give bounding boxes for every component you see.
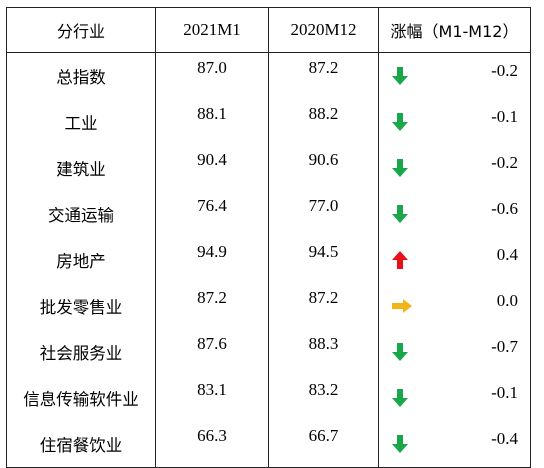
table-row: 工业 88.1 88.2 -0.1 [6,99,531,145]
change-cell: -0.2 [378,145,531,191]
table-container: 分行业 2021M1 2020M12 涨幅（M1-M12） 总指数 87.0 87.… [6,7,531,468]
header-current-period: 2021M1 [155,7,269,53]
down-arrow-icon [392,113,408,131]
table-row: 批发零售业 87.2 87.2 0.0 [6,283,531,329]
industry-name: 社会服务业 [6,329,156,375]
down-arrow-icon [392,159,408,177]
industry-name: 批发零售业 [6,283,156,329]
header-industry: 分行业 [6,7,156,53]
previous-value: 83.2 [268,375,379,421]
table-row: 建筑业 90.4 90.6 -0.2 [6,145,531,191]
previous-value: 88.3 [268,329,379,375]
change-value: 0.0 [496,291,518,310]
current-value: 66.3 [155,421,269,468]
change-value: -0.1 [491,107,518,126]
table-row: 住宿餐饮业 66.3 66.7 -0.4 [6,421,531,468]
current-value: 90.4 [155,145,269,191]
current-value: 88.1 [155,99,269,145]
industry-name: 总指数 [6,52,156,99]
previous-value: 90.6 [268,145,379,191]
change-value: -0.4 [491,429,518,448]
down-arrow-icon [392,435,408,453]
down-arrow-icon [392,67,408,85]
change-value: 0.4 [496,245,518,264]
table-row: 信息传输软件业 83.1 83.2 -0.1 [6,375,531,421]
header-change: 涨幅（M1-M12） [378,7,531,53]
previous-value: 94.5 [268,237,379,283]
change-value: -0.7 [491,337,518,356]
table-row: 社会服务业 87.6 88.3 -0.7 [6,329,531,375]
previous-value: 87.2 [268,283,379,329]
previous-value: 66.7 [268,421,379,468]
industry-name: 建筑业 [6,145,156,191]
change-cell: -0.4 [378,421,531,468]
change-value: -0.2 [491,153,518,172]
industry-name: 工业 [6,99,156,145]
current-value: 76.4 [155,191,269,237]
industry-name: 住宿餐饮业 [6,421,156,468]
up-arrow-icon [392,251,408,269]
header-previous-period: 2020M12 [268,7,379,53]
current-value: 87.0 [155,52,269,99]
table-body: 总指数 87.0 87.2 -0.2 工业 88.1 88.2 -0.1 建筑业 90.4 90.6… [6,52,531,468]
industry-index-table: 分行业 2021M1 2020M12 涨幅（M1-M12） 总指数 87.0 87.… [6,7,531,468]
down-arrow-icon [392,389,408,407]
current-value: 94.9 [155,237,269,283]
change-cell: -0.6 [378,191,531,237]
change-value: -0.1 [491,383,518,402]
table-header-row: 分行业 2021M1 2020M12 涨幅（M1-M12） [6,7,531,53]
table-row: 交通运输 76.4 77.0 -0.6 [6,191,531,237]
change-cell: -0.1 [378,375,531,421]
table-row: 总指数 87.0 87.2 -0.2 [6,52,531,99]
change-cell: 0.0 [378,283,531,329]
change-cell: -0.2 [378,52,531,99]
change-value: -0.2 [491,61,518,80]
change-cell: -0.1 [378,99,531,145]
previous-value: 88.2 [268,99,379,145]
previous-value: 87.2 [268,52,379,99]
industry-name: 交通运输 [6,191,156,237]
current-value: 83.1 [155,375,269,421]
right-arrow-icon [392,299,412,313]
current-value: 87.6 [155,329,269,375]
industry-name: 房地产 [6,237,156,283]
current-value: 87.2 [155,283,269,329]
change-value: -0.6 [491,199,518,218]
down-arrow-icon [392,343,408,361]
change-cell: -0.7 [378,329,531,375]
change-cell: 0.4 [378,237,531,283]
industry-name: 信息传输软件业 [6,375,156,421]
table-row: 房地产 94.9 94.5 0.4 [6,237,531,283]
down-arrow-icon [392,205,408,223]
previous-value: 77.0 [268,191,379,237]
